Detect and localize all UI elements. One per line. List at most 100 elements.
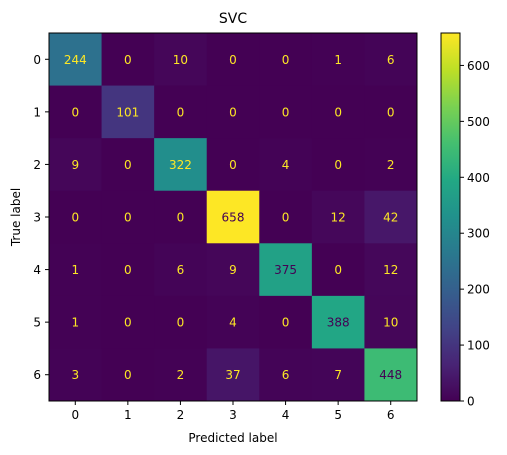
cell-value: 0 bbox=[334, 105, 342, 119]
cell-value: 0 bbox=[124, 53, 132, 67]
heatmap-cell bbox=[259, 243, 313, 297]
heatmap-cell bbox=[101, 85, 155, 139]
heatmap-cell bbox=[154, 295, 208, 349]
cell-value: 322 bbox=[169, 158, 192, 172]
heatmap-cell bbox=[364, 33, 418, 87]
cell-value: 1 bbox=[71, 263, 79, 277]
heatmap-cell bbox=[49, 243, 103, 297]
heatmap-cell bbox=[101, 348, 155, 402]
heatmap-cell bbox=[311, 33, 365, 87]
colorbar bbox=[440, 32, 461, 402]
cell-value: 2 bbox=[177, 368, 185, 382]
heatmap-cell bbox=[311, 190, 365, 244]
heatmap-cell bbox=[259, 190, 313, 244]
cell-value: 0 bbox=[387, 105, 395, 119]
cell-value: 0 bbox=[334, 263, 342, 277]
colorbar-tick-label: 300 bbox=[467, 227, 490, 241]
heatmap-cell bbox=[206, 33, 260, 87]
cell-value: 1 bbox=[334, 53, 342, 67]
cell-annotations: 244 0 10 0 0 1 60 101 0 0 0 0 09 0 322 0 4 0 20 0 0 658 0 12 421… bbox=[64, 53, 402, 382]
heatmap-cell bbox=[101, 190, 155, 244]
heatmap-cell bbox=[49, 190, 103, 244]
cell-value: 388 bbox=[327, 316, 350, 330]
heatmap-cell bbox=[259, 348, 313, 402]
heatmap-cell bbox=[49, 33, 103, 87]
heatmap-cell bbox=[311, 243, 365, 297]
x-tick-label: 3 bbox=[229, 408, 237, 422]
x-tick-label: 4 bbox=[282, 408, 290, 422]
cell-value: 4 bbox=[229, 316, 237, 330]
cell-value: 10 bbox=[173, 53, 188, 67]
y-tick-label: 1 bbox=[33, 105, 41, 119]
cell-value: 4 bbox=[282, 158, 290, 172]
y-axis-label: True label bbox=[9, 188, 23, 247]
cell-value: 0 bbox=[124, 263, 132, 277]
cell-value: 1 bbox=[71, 316, 79, 330]
cell-value: 0 bbox=[282, 211, 290, 225]
cell-value: 0 bbox=[229, 158, 237, 172]
heatmap-cell bbox=[311, 85, 365, 139]
y-tick-label: 0 bbox=[33, 53, 41, 67]
colorbar-tick-label: 400 bbox=[467, 171, 490, 185]
cell-value: 0 bbox=[71, 211, 79, 225]
heatmap-cell bbox=[311, 138, 365, 192]
heatmap-cell bbox=[364, 85, 418, 139]
heatmap-cell bbox=[101, 33, 155, 87]
cell-value: 658 bbox=[222, 211, 245, 225]
y-axis-ticks: 0 1 2 3 4 5 6 bbox=[33, 53, 49, 382]
cell-value: 7 bbox=[334, 368, 342, 382]
cell-value: 42 bbox=[383, 211, 398, 225]
heatmap-cell bbox=[364, 295, 418, 349]
x-tick-label: 1 bbox=[124, 408, 132, 422]
y-tick-label: 3 bbox=[33, 211, 41, 225]
x-tick-label: 0 bbox=[71, 408, 79, 422]
x-tick-label: 5 bbox=[334, 408, 342, 422]
heatmap-cell bbox=[206, 138, 260, 192]
cell-value: 448 bbox=[379, 368, 402, 382]
y-tick-label: 2 bbox=[33, 158, 41, 172]
cell-value: 6 bbox=[387, 53, 395, 67]
colorbar-ticks: 0 100 200 300 400 500 600 bbox=[460, 59, 490, 409]
heatmap-cell bbox=[259, 33, 313, 87]
colorbar-tick-label: 600 bbox=[467, 59, 490, 73]
cell-value: 244 bbox=[64, 53, 87, 67]
cell-value: 0 bbox=[177, 211, 185, 225]
x-tick-label: 6 bbox=[387, 408, 395, 422]
x-axis-ticks: 0 1 2 3 4 5 6 bbox=[71, 401, 395, 422]
x-tick-label: 2 bbox=[177, 408, 185, 422]
cell-value: 375 bbox=[274, 263, 297, 277]
heatmap-cell bbox=[49, 295, 103, 349]
y-tick-label: 4 bbox=[33, 263, 41, 277]
colorbar-tick-label: 500 bbox=[467, 115, 490, 129]
colorbar-tick-label: 100 bbox=[467, 339, 490, 353]
cell-value: 0 bbox=[229, 105, 237, 119]
cell-value: 0 bbox=[177, 316, 185, 330]
cell-value: 0 bbox=[124, 158, 132, 172]
heatmap-cell bbox=[259, 138, 313, 192]
heatmap-cell bbox=[364, 190, 418, 244]
heatmap-cell bbox=[259, 295, 313, 349]
cell-value: 0 bbox=[124, 316, 132, 330]
heatmap-cell bbox=[49, 348, 103, 402]
heatmap-cell bbox=[101, 295, 155, 349]
heatmap-cell bbox=[154, 243, 208, 297]
cell-value: 3 bbox=[71, 368, 79, 382]
y-tick-label: 6 bbox=[33, 368, 41, 382]
heatmap-cell bbox=[101, 243, 155, 297]
cell-value: 0 bbox=[71, 105, 79, 119]
heatmap-cell bbox=[49, 85, 103, 139]
heatmap-cell bbox=[154, 348, 208, 402]
cell-value: 6 bbox=[177, 263, 185, 277]
cell-value: 101 bbox=[116, 105, 139, 119]
cell-value: 10 bbox=[383, 316, 398, 330]
heatmap-cell bbox=[206, 243, 260, 297]
heatmap-cell bbox=[364, 348, 418, 402]
cell-value: 12 bbox=[331, 211, 346, 225]
colorbar-tick-label: 200 bbox=[467, 283, 490, 297]
heatmap-cell bbox=[364, 243, 418, 297]
heatmap-cell bbox=[154, 33, 208, 87]
heatmap-cell bbox=[311, 295, 365, 349]
cell-value: 0 bbox=[282, 53, 290, 67]
cell-value: 2 bbox=[387, 158, 395, 172]
